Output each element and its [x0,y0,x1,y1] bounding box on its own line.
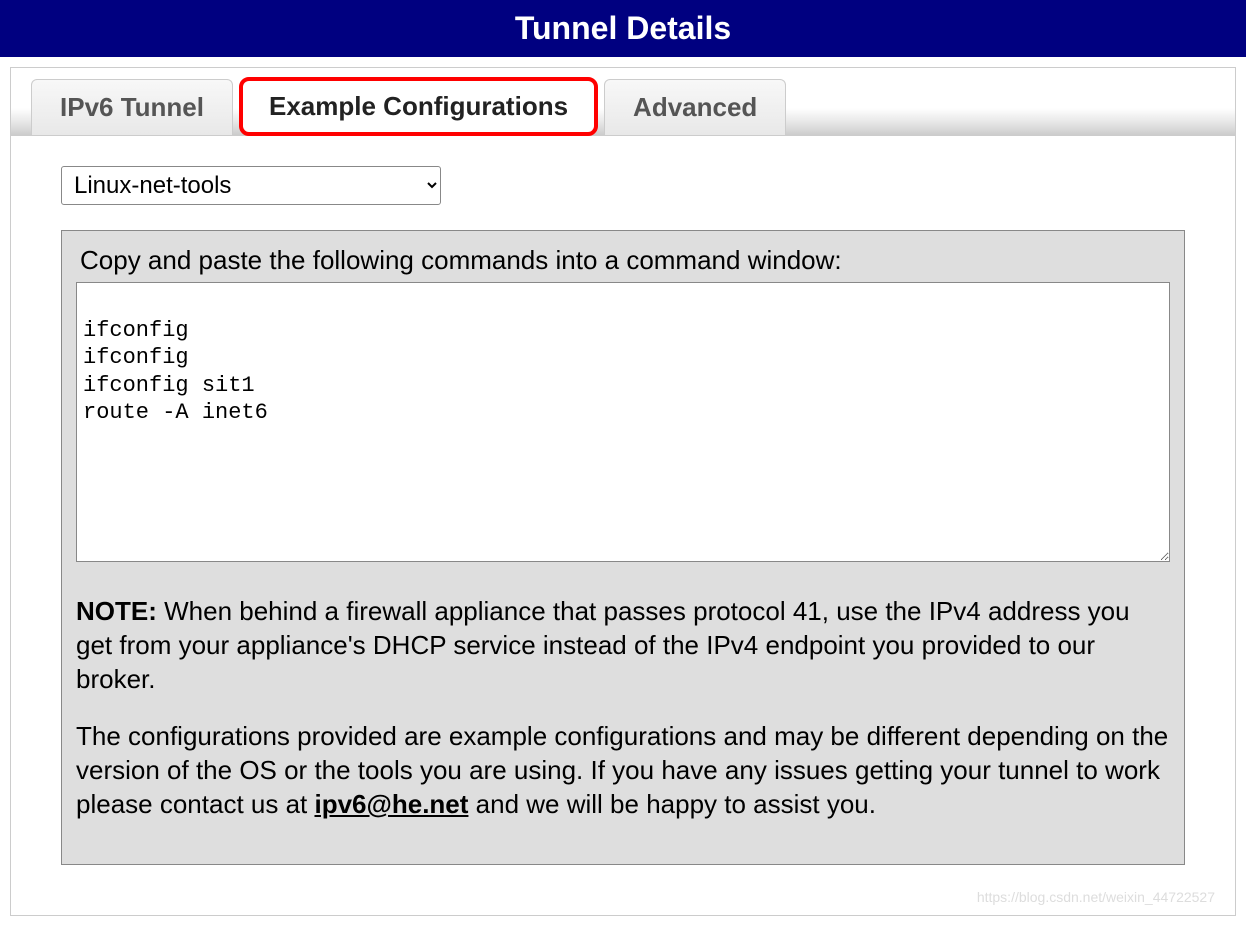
tab-content: Linux-net-tools Copy and paste the follo… [11,136,1235,885]
tab-label: Example Configurations [269,91,568,121]
note-text-2-post: and we will be happy to assist you. [468,789,876,819]
note-paragraph-1: NOTE: When behind a firewall appliance t… [76,595,1170,696]
config-panel: Copy and paste the following commands in… [61,230,1185,865]
note-text-1: When behind a firewall appliance that pa… [76,596,1130,694]
tabs-bar: IPv6 Tunnel Example Configurations Advan… [11,68,1235,136]
note-label: NOTE: [76,596,157,626]
os-select[interactable]: Linux-net-tools [61,166,441,205]
note-block: NOTE: When behind a firewall appliance t… [76,595,1170,822]
content-panel: IPv6 Tunnel Example Configurations Advan… [10,67,1236,916]
watermark-text: https://blog.csdn.net/weixin_44722527 [11,885,1235,915]
page-header: Tunnel Details [0,0,1246,57]
instruction-text: Copy and paste the following commands in… [76,245,1170,276]
commands-textarea[interactable] [76,282,1170,562]
tab-example-configurations[interactable]: Example Configurations [239,77,598,136]
contact-email-link[interactable]: ipv6@he.net [314,789,468,819]
tab-label: IPv6 Tunnel [60,92,204,122]
os-select-wrapper: Linux-net-tools [61,166,1185,205]
tab-ipv6-tunnel[interactable]: IPv6 Tunnel [31,79,233,135]
tab-advanced[interactable]: Advanced [604,79,786,135]
note-paragraph-2: The configurations provided are example … [76,720,1170,821]
tab-label: Advanced [633,92,757,122]
page-title: Tunnel Details [515,10,731,46]
